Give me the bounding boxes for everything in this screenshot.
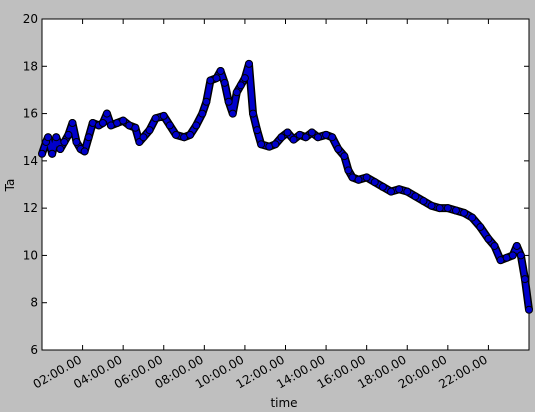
marker [212, 74, 221, 83]
marker [283, 128, 292, 137]
marker [48, 149, 57, 158]
marker [220, 78, 229, 87]
marker [362, 173, 371, 182]
plot-area [41, 18, 530, 351]
x-axis-label: time [270, 396, 297, 410]
marker [198, 109, 207, 118]
marker [378, 182, 387, 191]
marker [460, 208, 469, 217]
marker [451, 206, 460, 215]
marker [64, 130, 73, 139]
marker [119, 116, 128, 125]
marker [192, 121, 201, 130]
marker [244, 59, 253, 68]
marker [68, 119, 77, 128]
marker [512, 241, 521, 250]
marker [344, 166, 353, 175]
marker [145, 126, 154, 135]
marker [159, 111, 168, 120]
marker [516, 251, 525, 260]
marker [102, 109, 111, 118]
marker [80, 147, 89, 156]
y-tick-label: 18 [23, 59, 38, 73]
y-tick-label: 16 [23, 107, 38, 121]
marker [277, 133, 286, 142]
marker [387, 187, 396, 196]
marker [253, 126, 262, 135]
marker [525, 305, 533, 314]
marker [520, 275, 529, 284]
marker [249, 109, 258, 118]
marker [44, 133, 53, 142]
marker [334, 145, 343, 154]
marker [151, 114, 160, 123]
marker [468, 213, 477, 222]
marker [224, 97, 233, 106]
marker [228, 109, 237, 118]
marker [508, 251, 517, 260]
marker [395, 185, 404, 194]
marker [427, 201, 436, 210]
y-tick-label: 8 [30, 296, 38, 310]
marker [411, 192, 420, 201]
marker [403, 187, 412, 196]
marker [271, 140, 280, 149]
marker [84, 133, 93, 142]
marker [38, 149, 46, 158]
marker [202, 97, 211, 106]
marker [139, 133, 148, 142]
y-axis-label: Ta [3, 179, 17, 193]
marker [236, 81, 245, 90]
marker [56, 145, 65, 154]
y-tick-label: 10 [23, 248, 38, 262]
marker [240, 74, 249, 83]
marker [257, 140, 266, 149]
marker [328, 133, 337, 142]
marker [131, 123, 140, 132]
marker [52, 133, 61, 142]
marker [313, 133, 322, 142]
marker [435, 204, 444, 213]
marker [289, 135, 298, 144]
marker [216, 67, 225, 76]
y-tick-label: 14 [23, 154, 38, 168]
marker [165, 121, 174, 130]
marker [72, 137, 81, 146]
marker [232, 88, 241, 97]
y-tick-label: 20 [23, 12, 38, 26]
marker [340, 152, 349, 161]
y-tick-label: 6 [30, 343, 38, 357]
marker [60, 137, 69, 146]
marker [490, 241, 499, 250]
marker [307, 128, 316, 137]
marker [370, 178, 379, 187]
marker [171, 130, 180, 139]
marker [419, 197, 428, 206]
marker [98, 119, 107, 128]
marker [354, 175, 363, 184]
y-tick-label: 12 [23, 201, 38, 215]
marker [301, 133, 310, 142]
marker [186, 130, 195, 139]
marker [476, 223, 485, 232]
marker [443, 204, 452, 213]
marker [484, 234, 493, 243]
